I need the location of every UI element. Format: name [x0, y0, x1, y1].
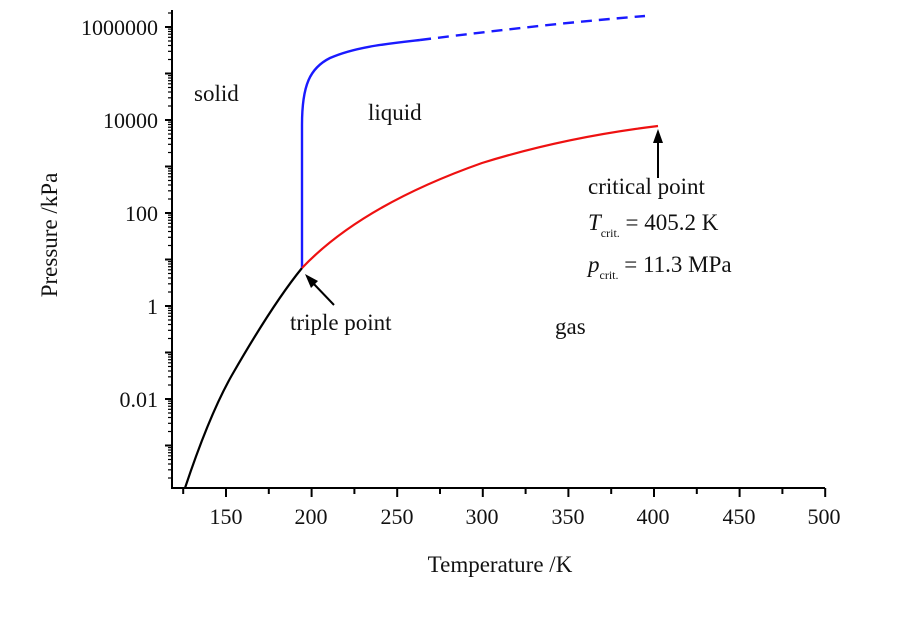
- sublimation-curve: [183, 267, 303, 489]
- y-tick-labels: 1000000 10000 100 1 0.01: [81, 15, 158, 412]
- y-tick-label: 10000: [103, 108, 158, 133]
- axes: [171, 10, 825, 489]
- x-tick-label: 350: [552, 504, 585, 529]
- x-tick-label: 200: [295, 504, 328, 529]
- arrow-head-icon: [305, 274, 318, 288]
- p-symbol: p: [586, 252, 600, 277]
- t-crit-label: Tcrit. = 405.2 K: [588, 210, 719, 240]
- critical-point-label: critical point: [588, 174, 705, 199]
- triple-point-label: triple point: [290, 310, 392, 335]
- x-tick-label: 300: [466, 504, 499, 529]
- melting-curve: [300, 38, 421, 268]
- arrow-head-icon: [653, 129, 663, 143]
- p-crit-value: = 11.3 MPa: [619, 252, 732, 277]
- region-label-solid: solid: [194, 81, 239, 106]
- crit-subscript: crit.: [600, 268, 619, 282]
- triple-point-annotation: triple point: [290, 274, 392, 335]
- t-crit-value: = 405.2 K: [620, 210, 719, 235]
- y-axis-ticks: [165, 12, 172, 479]
- y-tick-label: 1: [147, 294, 158, 319]
- vaporization-curve: [301, 124, 659, 269]
- x-axis-ticks: [182, 488, 827, 497]
- x-tick-label: 250: [381, 504, 414, 529]
- triple-point-arrow: [311, 281, 335, 306]
- region-label-gas: gas: [555, 314, 586, 339]
- crit-subscript: crit.: [601, 226, 620, 240]
- p-crit-label: pcrit. = 11.3 MPa: [586, 252, 732, 282]
- y-tick-label: 0.01: [120, 387, 159, 412]
- y-tick-label: 100: [125, 201, 158, 226]
- region-label-liquid: liquid: [368, 100, 422, 125]
- x-tick-label: 500: [808, 504, 841, 529]
- y-axis-title: Pressure /kPa: [37, 173, 62, 298]
- x-axis-title: Temperature /K: [428, 552, 573, 577]
- t-symbol: T: [588, 210, 603, 235]
- x-tick-label: 450: [723, 504, 756, 529]
- x-tick-label: 150: [210, 504, 243, 529]
- x-tick-labels: 150 200 250 300 350 400 450 500: [210, 504, 841, 529]
- phase-boundaries: [183, 14, 659, 489]
- melting-curve-extrapolated: [419, 14, 646, 42]
- x-tick-label: 400: [637, 504, 670, 529]
- critical-point-annotation: critical point Tcrit. = 405.2 K pcrit. =…: [586, 129, 732, 282]
- y-tick-label: 1000000: [81, 15, 158, 40]
